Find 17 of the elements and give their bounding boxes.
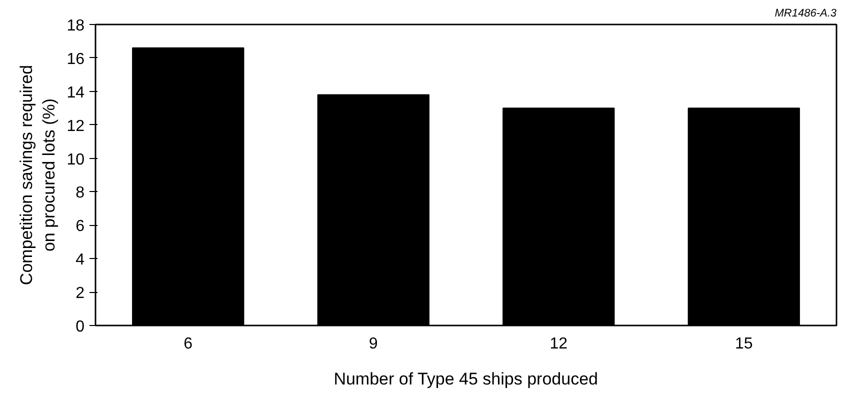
y-axis-title: Competition savings required on procured lots (%) (16, 64, 59, 286)
y-tick-label: 8 (76, 184, 85, 202)
y-tick-label: 16 (66, 50, 85, 68)
y-tick-label: 18 (66, 18, 85, 34)
y-tick-label: 10 (66, 151, 85, 168)
y-tick-label: 14 (66, 84, 85, 102)
x-tick-label: 12 (550, 336, 568, 352)
y-tick-label: 2 (76, 285, 85, 302)
y-tick-label: 6 (76, 218, 85, 236)
y-tick-label: 0 (76, 318, 85, 336)
x-tick-label: 15 (734, 336, 753, 352)
text: MR1486-A.3 (774, 8, 838, 20)
y-tick-label: 12 (66, 118, 85, 135)
y-tick-label: 4 (76, 252, 85, 269)
x-axis-title: Number of Type 45 ships produced (334, 370, 598, 388)
x-tick-label: 9 (368, 336, 378, 352)
x-tick-label: 6 (184, 336, 193, 352)
